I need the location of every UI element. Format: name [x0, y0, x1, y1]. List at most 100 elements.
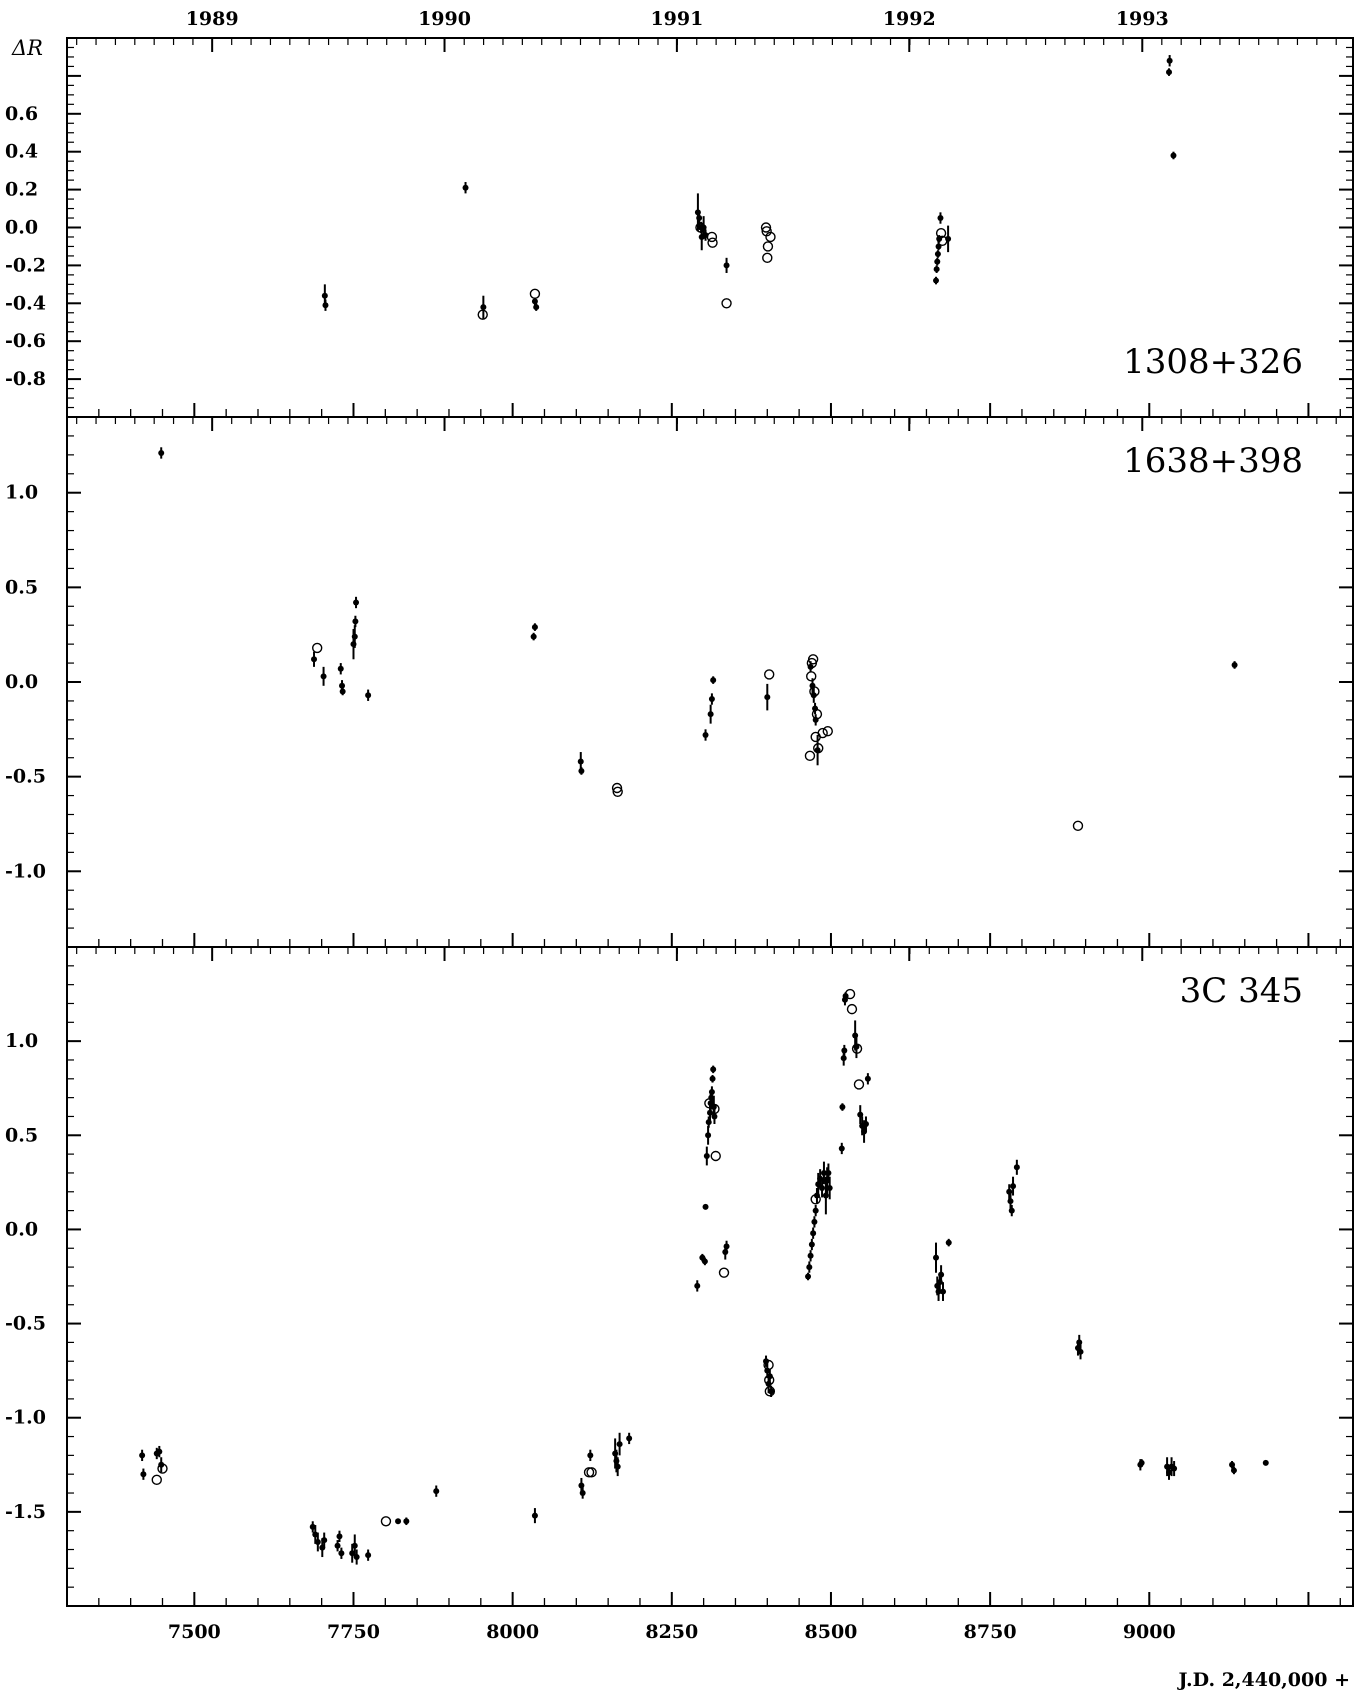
data-point-open	[806, 671, 817, 682]
data-point-filled	[338, 1550, 345, 1557]
y-tick-label: -0.2	[5, 254, 46, 276]
data-point-filled	[768, 1388, 775, 1395]
x-tick-label: 7500	[168, 1621, 221, 1643]
data-point-filled	[533, 304, 540, 311]
data-point-filled	[616, 1441, 623, 1448]
data-point-open	[718, 1267, 730, 1278]
data-point-open	[764, 1386, 776, 1397]
data-point-filled	[587, 1452, 594, 1459]
data-point-open	[764, 669, 775, 680]
y-tick-label: 0.0	[5, 217, 38, 239]
data-point-filled	[1229, 1461, 1236, 1468]
data-point-filled	[1166, 1469, 1173, 1476]
data-point-filled	[1231, 661, 1238, 668]
data-point-open	[707, 237, 718, 248]
data-point-filled	[314, 1538, 321, 1545]
data-point-filled	[764, 694, 771, 701]
y-tick-label: 0.5	[5, 576, 38, 598]
data-point-filled	[806, 1264, 813, 1271]
data-point-filled	[579, 1490, 586, 1497]
y-tick-label: -0.8	[5, 368, 46, 390]
data-point-filled	[933, 266, 940, 273]
data-point-open	[804, 750, 816, 762]
data-point-open	[846, 1003, 858, 1015]
data-point-open	[817, 727, 828, 739]
data-point-filled	[705, 1119, 712, 1126]
y-tick-label: -0.5	[5, 766, 46, 788]
panel-1: 1.0 0.5 0.0 -0.5 -1.0 1638+398	[5, 416, 1354, 948]
data-point-open	[611, 782, 623, 794]
data-point-filled	[1138, 1459, 1145, 1466]
data-point-open	[844, 988, 856, 1000]
data-point-filled	[337, 665, 344, 672]
panel-2: 1.0 0.5 0.0 -0.5 -1.0 -1.5 3C 345	[5, 946, 1354, 1607]
data-point-filled	[933, 1254, 940, 1261]
data-point-filled	[709, 1075, 716, 1082]
data-point-filled	[705, 1132, 712, 1139]
year-axis: 1989 1990 1991 1992 1993	[186, 8, 1169, 30]
data-point-open	[529, 288, 541, 300]
data-point-filled	[841, 1047, 848, 1054]
y-tick-label: 0.0	[5, 1218, 38, 1240]
data-point-filled	[825, 1169, 832, 1176]
data-point-filled	[352, 618, 359, 625]
data-point-filled	[723, 262, 730, 269]
data-point-filled	[710, 677, 717, 684]
data-point-open	[1072, 820, 1084, 832]
data-point-open	[851, 1043, 863, 1054]
data-point-open	[765, 231, 776, 243]
data-point-filled	[626, 1435, 633, 1442]
data-point-filled	[403, 1518, 410, 1525]
data-point-filled	[578, 767, 585, 774]
data-point-filled	[1007, 1198, 1014, 1205]
data-point-open	[853, 1079, 865, 1090]
data-point-open	[763, 1359, 774, 1371]
data-point-filled	[702, 1203, 709, 1210]
x-tick-label: 7750	[327, 1621, 380, 1643]
data-point-filled	[577, 758, 584, 765]
year-tick-label: 1993	[1116, 8, 1169, 30]
data-point-filled	[862, 1120, 869, 1127]
data-point-filled	[1171, 1465, 1178, 1472]
data-point-open	[811, 708, 823, 720]
y-tick-label: -0.4	[5, 292, 46, 314]
data-point-filled	[1008, 1207, 1015, 1214]
data-point-open	[813, 743, 824, 754]
data-point-filled	[864, 1075, 871, 1082]
data-point-open	[937, 235, 948, 246]
y-tick-label: 1.0	[5, 1030, 38, 1052]
data-point-filled	[351, 1542, 358, 1549]
data-point-open	[709, 1103, 720, 1115]
data-point-filled	[349, 1550, 356, 1557]
data-point-filled	[807, 1252, 814, 1259]
data-point-filled	[531, 1512, 538, 1519]
data-point-filled	[1013, 1164, 1020, 1171]
data-point-open	[695, 222, 706, 233]
data-point-filled	[480, 304, 487, 311]
data-point-filled	[934, 258, 941, 265]
y-tick-label: 0.6	[5, 103, 38, 125]
data-point-filled	[945, 1239, 952, 1246]
data-point-filled	[934, 251, 941, 258]
panels: 0.6 0.4 0.2 0.0 -0.2 -0.4 -0.6 -0.8 1308+326 1.0 0…	[5, 37, 1354, 1607]
data-point-filled	[838, 1145, 845, 1152]
data-point-filled	[309, 1523, 316, 1530]
data-point-filled	[694, 1282, 701, 1289]
data-point-filled	[703, 1152, 710, 1159]
data-point-filled	[812, 1207, 819, 1214]
data-point-filled	[1166, 57, 1173, 64]
data-point-open	[704, 1098, 715, 1109]
y-tick-label: 0.2	[5, 179, 38, 201]
data-point-filled	[711, 1113, 718, 1120]
data-point-filled	[933, 277, 940, 284]
data-point-filled	[312, 1531, 319, 1538]
data-point-filled	[811, 1218, 818, 1225]
data-point-open	[809, 686, 820, 697]
panel-0: 0.6 0.4 0.2 0.0 -0.2 -0.4 -0.6 -0.8 1308+326	[5, 37, 1354, 418]
year-tick-label: 1992	[883, 8, 936, 30]
data-point-open	[157, 1463, 168, 1474]
data-point-filled	[578, 1482, 585, 1489]
data-point-open	[935, 227, 947, 239]
data-point-open	[807, 654, 819, 665]
data-point-filled	[365, 692, 372, 699]
